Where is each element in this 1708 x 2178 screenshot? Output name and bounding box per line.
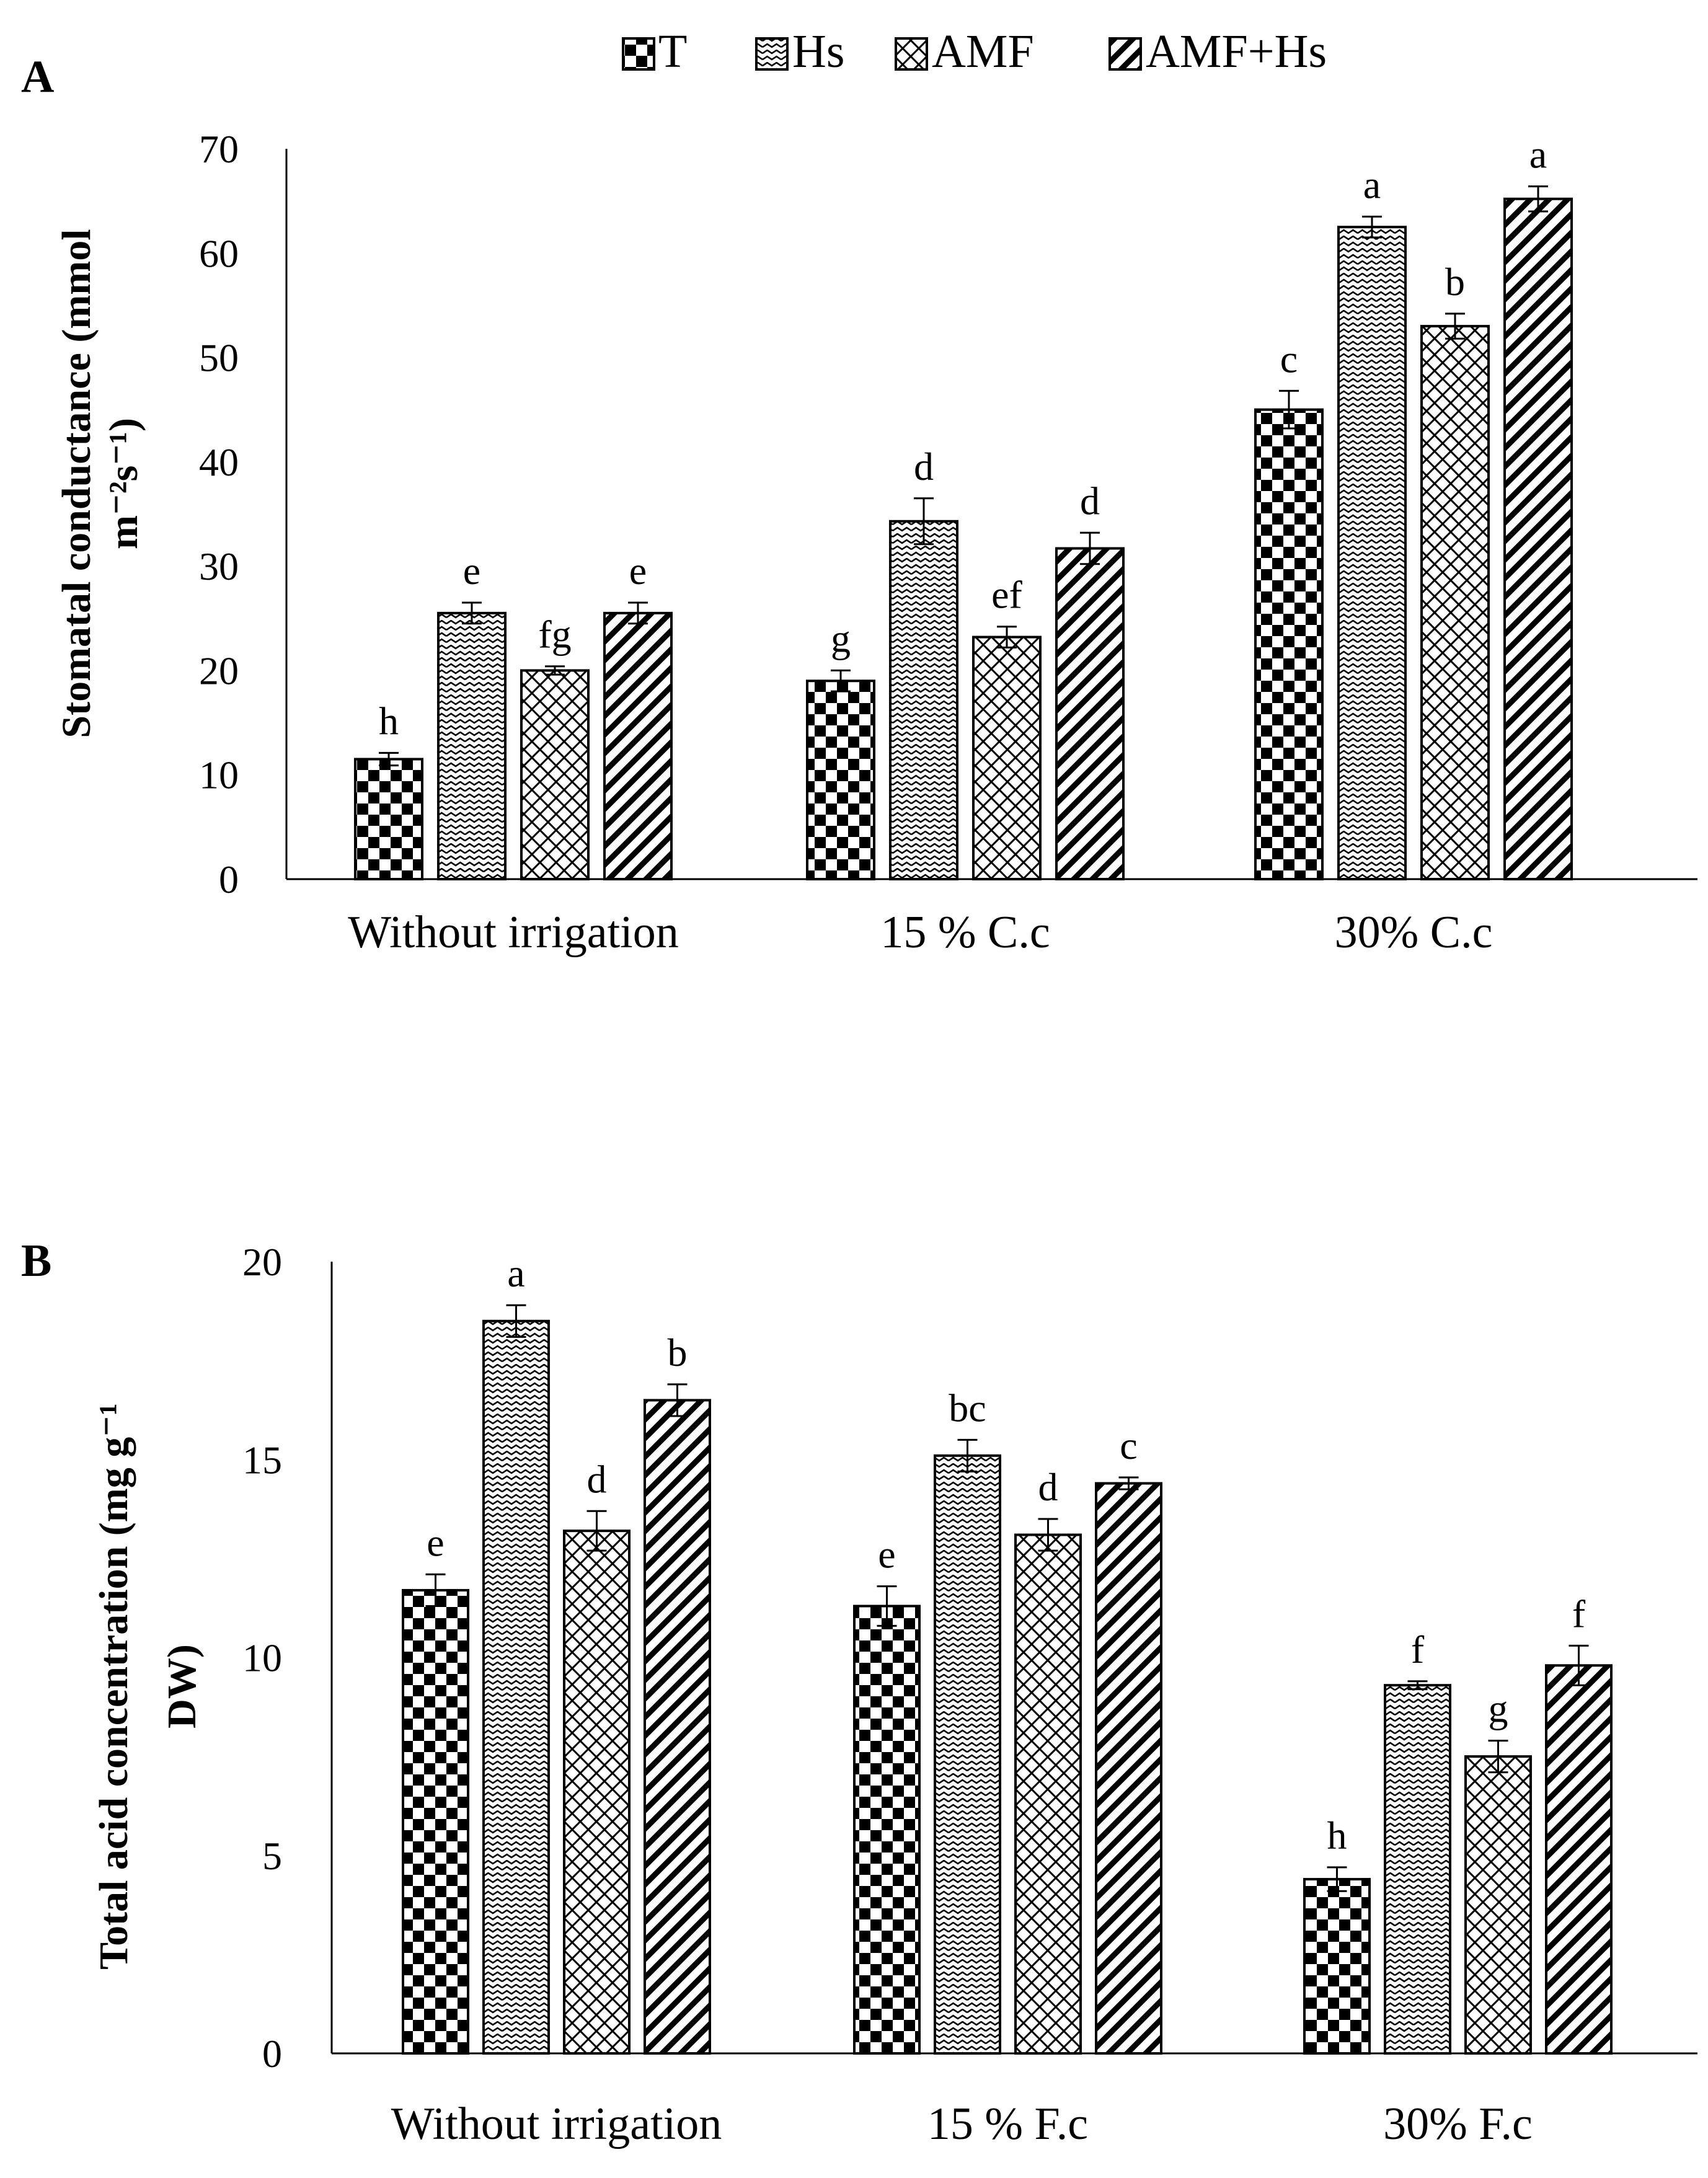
bar-amf-hs-0	[603, 611, 673, 880]
y-axis-label-b-line2: DW)	[159, 1644, 205, 1729]
significance-letter: h	[1327, 1813, 1347, 1857]
significance-letter: e	[878, 1533, 895, 1577]
legend: T Hs AMF AMF+Hs	[622, 25, 1327, 77]
significance-letter: d	[1080, 479, 1100, 523]
significance-letter: b	[668, 1330, 688, 1375]
bar-hs-1	[934, 1454, 1001, 2055]
bar-hs-0	[437, 611, 507, 880]
y-tick-label: 40	[199, 440, 239, 484]
legend-swatch-hs	[755, 37, 789, 71]
significance-letter: e	[629, 549, 647, 593]
bar-amf-2	[1420, 325, 1490, 880]
significance-letter: fg	[538, 613, 571, 657]
x-category-label: Without irrigation	[348, 907, 678, 958]
significance-letter: a	[507, 1251, 524, 1295]
y-axis-label-a-line2: m⁻²s⁻¹)	[101, 418, 146, 549]
bar-t-1	[853, 1605, 921, 2055]
y-tick-label: 0	[262, 2032, 282, 2076]
bar-t-2	[1254, 408, 1324, 880]
bar-amf-0	[520, 669, 590, 881]
bar-amf-1	[1014, 1533, 1082, 2055]
x-category-label: 30% F.c	[1383, 2099, 1533, 2149]
significance-letter: e	[427, 1520, 444, 1564]
legend-label-hs: Hs	[792, 25, 844, 77]
bar-hs-2	[1337, 226, 1407, 881]
significance-letter: f	[1411, 1627, 1425, 1671]
bar-t-1	[806, 680, 875, 881]
bar-amf-0	[563, 1529, 631, 2055]
legend-swatch-amf	[895, 37, 928, 71]
y-tick-label: 60	[199, 231, 239, 275]
y-tick-label: 20	[242, 1240, 282, 1284]
significance-letter: g	[831, 616, 851, 660]
bar-hs-2	[1384, 1684, 1451, 2055]
significance-letter: f	[1572, 1591, 1586, 1636]
bar-t-2	[1303, 1878, 1371, 2055]
bar-t-0	[354, 758, 423, 880]
significance-letter: d	[587, 1457, 607, 1501]
y-axis-label-b: Total acid concentration (mg g⁻¹ DW)	[91, 1403, 205, 1970]
y-tick-label: 50	[199, 336, 239, 380]
bar-amf-hs-0	[644, 1399, 711, 2055]
y-tick-label: 70	[199, 127, 239, 171]
significance-letter: a	[1363, 162, 1381, 206]
bar-amf-hs-1	[1095, 1482, 1162, 2055]
significance-letter: a	[1529, 133, 1547, 177]
legend-swatch-t	[622, 37, 655, 71]
bar-amf-2	[1464, 1755, 1532, 2055]
significance-letter: d	[914, 445, 934, 489]
bar-amf-hs-2	[1545, 1664, 1613, 2055]
significance-letter: h	[379, 699, 399, 743]
significance-letter: bc	[949, 1386, 986, 1430]
significance-letter: g	[1489, 1687, 1508, 1731]
chart-a: 0 10 20 30 40 50 60 70 h g c e d a fg ef b e d a Without irr…	[199, 127, 1697, 958]
y-tick-label: 20	[199, 649, 239, 693]
significance-letter: ef	[991, 573, 1022, 617]
significance-letter: c	[1120, 1423, 1137, 1467]
legend-label-amf-hs: AMF+Hs	[1146, 25, 1327, 77]
bar-hs-1	[889, 520, 958, 880]
y-tick-label: 0	[219, 857, 239, 901]
legend-label-amf: AMF	[932, 25, 1034, 77]
significance-letter: b	[1445, 260, 1465, 304]
bar-amf-1	[972, 635, 1042, 880]
y-tick-label: 30	[199, 544, 239, 588]
bar-hs-0	[482, 1319, 550, 2055]
x-category-label: 15 % F.c	[927, 2099, 1088, 2149]
y-axis-label-a: Stomatal conductance (mmol m⁻²s⁻¹)	[54, 229, 146, 738]
x-category-label: 30% C.c	[1335, 907, 1493, 958]
y-tick-label: 15	[242, 1438, 282, 1482]
significance-letter: e	[463, 549, 480, 593]
panel-a-label: A	[21, 51, 54, 102]
bar-amf-hs-1	[1055, 547, 1125, 880]
y-axis-label-a-line1: Stomatal conductance (mmol	[54, 229, 99, 738]
legend-swatch-amf-hs	[1108, 37, 1142, 71]
bar-amf-hs-2	[1503, 197, 1573, 881]
y-tick-label: 5	[262, 1834, 282, 1878]
y-tick-label: 10	[199, 753, 239, 797]
x-category-label: Without irrigation	[391, 2099, 722, 2149]
x-category-label: 15 % C.c	[880, 907, 1050, 958]
y-tick-label: 10	[242, 1636, 282, 1680]
y-axis-label-b-line1: Total acid concentration (mg g⁻¹	[91, 1403, 136, 1970]
panel-b-label: B	[21, 1236, 51, 1286]
bar-t-0	[402, 1588, 469, 2055]
legend-label-t: T	[658, 25, 687, 77]
significance-letter: c	[1280, 337, 1298, 381]
significance-letter: d	[1038, 1465, 1058, 1509]
